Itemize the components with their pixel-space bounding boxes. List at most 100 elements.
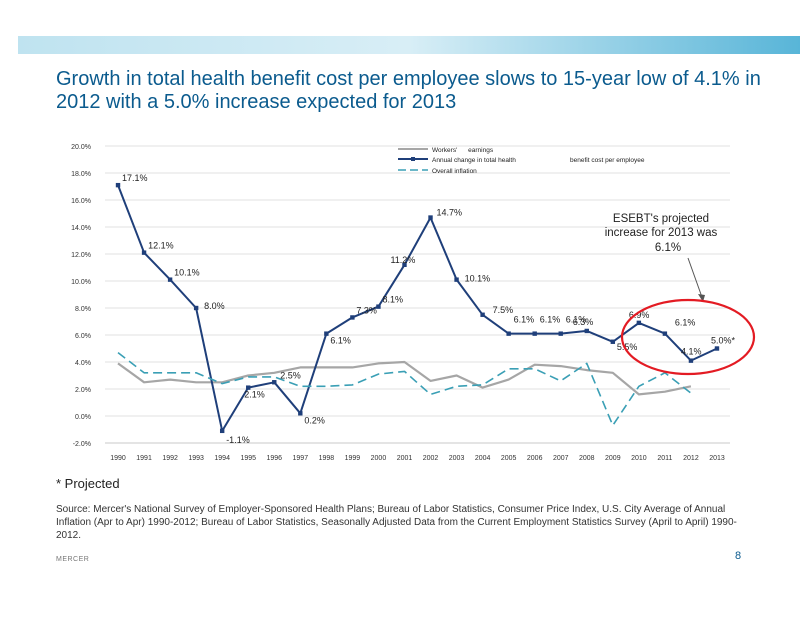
y-tick-label: 16.0% bbox=[71, 198, 91, 205]
data-label: 6.1% bbox=[540, 315, 561, 325]
x-tick-label: 2011 bbox=[657, 455, 672, 462]
x-tick-label: 2002 bbox=[423, 455, 439, 462]
data-point bbox=[272, 380, 277, 385]
data-label: 6.9% bbox=[629, 310, 650, 320]
annotation-text: 6.1% bbox=[655, 242, 681, 254]
source-note: Source: Mercer's National Survey of Empl… bbox=[56, 504, 737, 541]
data-point bbox=[141, 250, 147, 255]
y-tick-label: 8.0% bbox=[75, 306, 91, 313]
x-axis-ticks: 1990 1991 1992 1993 1994 1995 1996 1997 1998 1999… bbox=[110, 455, 725, 462]
data-label: 10.1% bbox=[465, 274, 491, 284]
y-tick-label: 20.0% bbox=[71, 144, 91, 151]
data-label: 2.1% bbox=[244, 390, 265, 400]
data-point bbox=[662, 331, 668, 336]
x-tick-label: 2007 bbox=[553, 455, 569, 462]
data-labels: 17.1% 12.1% 10.1% 8.0% -1.1% 2.1% 2.5% 0.2% 6.1%… bbox=[122, 173, 735, 445]
data-point bbox=[558, 331, 563, 336]
projected-note: * Projected bbox=[56, 476, 120, 491]
x-tick-label: 2006 bbox=[527, 455, 543, 462]
data-label: 5.0%* bbox=[711, 336, 736, 346]
legend-label: Annual change in total health benefit co… bbox=[432, 157, 645, 164]
data-label: 6.1% bbox=[566, 315, 587, 325]
y-tick-label: 6.0% bbox=[75, 333, 91, 340]
data-label: 4.1% bbox=[681, 347, 702, 357]
chart-legend: Workers' earnings Annual change in total … bbox=[398, 147, 645, 175]
data-point bbox=[246, 385, 251, 390]
x-tick-label: 2010 bbox=[631, 455, 647, 462]
data-label: 0.2% bbox=[304, 415, 325, 425]
y-tick-label: 12.0% bbox=[71, 252, 91, 259]
data-point bbox=[714, 346, 720, 351]
x-tick-label: 1995 bbox=[240, 455, 256, 462]
x-tick-label: 2013 bbox=[709, 455, 725, 462]
data-point bbox=[506, 331, 511, 336]
y-axis-ticks: -2.0% 0.0% 2.0% 4.0% 6.0% 8.0% 10.0% 12.0% 14.0%… bbox=[71, 144, 91, 448]
data-label: 12.1% bbox=[148, 241, 174, 251]
x-tick-label: 1998 bbox=[319, 455, 335, 462]
annotation-text: ESEBT's projected bbox=[613, 213, 709, 225]
chart-series bbox=[115, 182, 720, 434]
data-point bbox=[167, 277, 173, 282]
data-label: 2.5% bbox=[280, 370, 301, 380]
x-tick-label: 1992 bbox=[162, 455, 178, 462]
x-tick-label: 2008 bbox=[579, 455, 595, 462]
data-point bbox=[298, 411, 303, 416]
data-point bbox=[193, 305, 199, 311]
data-point bbox=[584, 328, 589, 334]
data-label: 10.1% bbox=[174, 268, 200, 278]
x-tick-label: 2000 bbox=[371, 455, 387, 462]
data-label: 17.1% bbox=[122, 173, 148, 183]
data-point bbox=[115, 182, 121, 188]
highlight-ellipse bbox=[620, 298, 756, 376]
x-tick-label: 2004 bbox=[475, 455, 491, 462]
data-point bbox=[610, 339, 616, 344]
data-point bbox=[636, 320, 642, 326]
y-tick-label: -2.0% bbox=[73, 441, 91, 448]
series-line-2 bbox=[117, 351, 692, 427]
data-label: 14.7% bbox=[437, 208, 463, 218]
y-tick-label: 4.0% bbox=[75, 360, 91, 367]
x-tick-label: 1993 bbox=[188, 455, 204, 462]
x-tick-label: 1996 bbox=[266, 455, 282, 462]
data-point bbox=[532, 331, 537, 336]
annotation-arrow bbox=[687, 257, 704, 301]
x-tick-label: 2005 bbox=[501, 455, 517, 462]
page-number: 8 bbox=[735, 550, 742, 562]
data-point bbox=[454, 277, 459, 282]
data-label: 7.5% bbox=[493, 305, 514, 315]
legend-label: Workers' earnings bbox=[432, 147, 494, 154]
chart-gridlines bbox=[105, 145, 730, 444]
header-band bbox=[18, 36, 800, 54]
data-point bbox=[324, 331, 329, 336]
data-point bbox=[376, 304, 381, 309]
y-tick-label: 14.0% bbox=[71, 225, 91, 232]
data-label: 6.1% bbox=[675, 318, 696, 328]
series-line-0 bbox=[117, 360, 692, 396]
x-tick-label: 2012 bbox=[683, 455, 699, 462]
data-point bbox=[219, 428, 225, 434]
y-tick-label: 10.0% bbox=[71, 279, 91, 286]
data-label: 6.1% bbox=[330, 336, 351, 346]
x-tick-label: 1994 bbox=[214, 455, 230, 462]
data-label: 6.1% bbox=[514, 315, 535, 325]
legend-marker bbox=[411, 157, 415, 161]
slide-title: Growth in total health benefit cost per … bbox=[56, 68, 761, 113]
data-point bbox=[480, 312, 485, 317]
data-label: 6.3% bbox=[573, 317, 594, 327]
data-point bbox=[402, 262, 407, 267]
x-tick-label: 2009 bbox=[605, 455, 621, 462]
x-tick-label: 1997 bbox=[293, 455, 309, 462]
series-line-1 bbox=[117, 184, 718, 432]
data-label: 11.2% bbox=[390, 255, 415, 265]
data-point bbox=[688, 358, 694, 363]
data-label: 8.0% bbox=[204, 301, 225, 311]
x-tick-label: 2001 bbox=[397, 455, 413, 462]
chart-annotation: ESEBT's projected increase for 2013 was 6.… bbox=[605, 213, 756, 376]
x-tick-label: 1990 bbox=[110, 455, 126, 462]
annotation-text: increase for 2013 was bbox=[605, 227, 718, 239]
footer-brand: MERCER bbox=[56, 556, 90, 563]
x-tick-label: 1991 bbox=[136, 455, 152, 462]
x-tick-label: 1999 bbox=[345, 455, 361, 462]
data-label: 5.5% bbox=[617, 342, 638, 352]
data-label: -1.1% bbox=[226, 435, 250, 445]
